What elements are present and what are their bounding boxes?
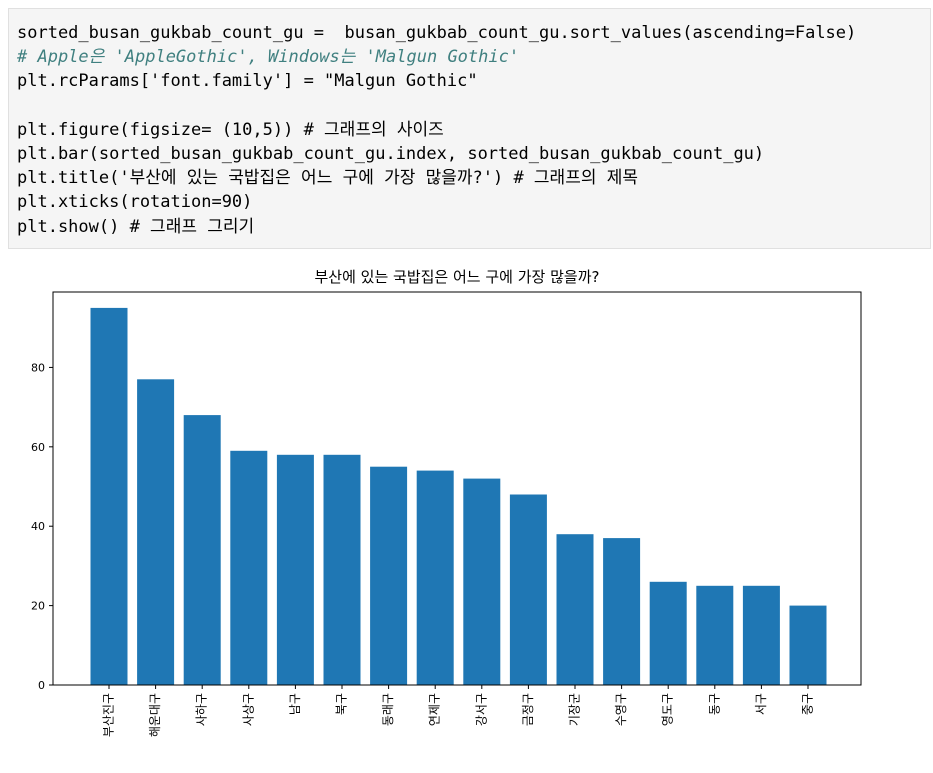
code-line-4 [17, 94, 930, 118]
code-line-2: # Apple은 'AppleGothic', Windows는 'Malgun… [17, 47, 520, 68]
bar-chart: 부산에 있는 국밥집은 어느 구에 가장 많을까? 0 20 40 60 80 부산진구… [31, 268, 862, 737]
code-line-5: plt.figure(figsize= (10,5)) # 그래프의 사이즈 [17, 119, 444, 140]
cell-output: 부산에 있는 국밥집은 어느 구에 가장 많을까? 0 20 40 60 80 부산진구… [0, 256, 933, 769]
bar [230, 450, 268, 685]
code-cell[interactable]: sorted_busan_gukbab_count_gu = busan_guk… [8, 8, 931, 249]
x-tick-label: 중구 [801, 693, 815, 715]
bar [742, 585, 780, 685]
x-tick-label: 연제구 [428, 693, 442, 726]
x-tick-label: 동구 [707, 693, 721, 715]
bars-group [90, 307, 827, 685]
code-line-1: sorted_busan_gukbab_count_gu = busan_guk… [17, 23, 857, 43]
bar [323, 454, 361, 685]
code-editor[interactable]: sorted_busan_gukbab_count_gu = busan_guk… [9, 9, 930, 239]
bar [416, 470, 454, 685]
bar [90, 307, 128, 685]
y-axis: 0 20 40 60 80 [31, 361, 53, 692]
chart-title: 부산에 있는 국밥집은 어느 구에 가장 많을까? [315, 268, 600, 286]
x-tick-label: 사하구 [195, 693, 209, 726]
bar [509, 494, 547, 685]
x-tick-label: 사상구 [241, 693, 255, 726]
x-tick-label: 수영구 [614, 693, 628, 726]
y-tick-label: 60 [31, 441, 45, 454]
bar [276, 454, 314, 685]
plot-frame [52, 291, 862, 686]
x-tick-label: 해운대구 [148, 693, 162, 737]
y-tick-label: 40 [31, 520, 45, 533]
code-line-7: plt.title('부산에 있는 국밥집은 어느 구에 가장 많을까?') #… [17, 168, 638, 189]
bar [556, 534, 594, 685]
x-tick-label: 강서구 [474, 693, 488, 726]
code-line-8: plt.xticks(rotation=90) [17, 192, 253, 213]
y-tick-label: 20 [31, 600, 45, 613]
x-tick-label: 기장군 [568, 693, 582, 726]
bar [183, 415, 221, 685]
x-tick-label: 부산진구 [102, 693, 116, 737]
x-tick-label: 북구 [335, 693, 349, 715]
bar [463, 478, 501, 685]
x-tick-label: 금정구 [521, 693, 535, 726]
x-axis: 부산진구 해운대구 사하구 사상구 남구 북구 동래구 연제구 강서구 금정구 기장군 수영구 영도구 동… [102, 685, 815, 737]
code-line-6: plt.bar(sorted_busan_gukbab_count_gu.ind… [17, 143, 765, 164]
bar [789, 605, 827, 685]
code-line-3: plt.rcParams['font.family'] = "Malgun Go… [17, 71, 478, 92]
bar [370, 466, 408, 685]
y-tick-label: 0 [38, 679, 45, 692]
bar [696, 585, 734, 685]
y-tick-label: 80 [31, 361, 45, 374]
code-line-9: plt.show() # 그래프 그리기 [17, 216, 255, 237]
bar [603, 538, 641, 685]
x-tick-label: 남구 [288, 693, 302, 715]
x-tick-label: 서구 [754, 693, 768, 715]
x-tick-label: 동래구 [381, 693, 395, 726]
x-tick-label: 영도구 [661, 693, 675, 726]
bar [649, 581, 687, 685]
bar [137, 379, 175, 685]
